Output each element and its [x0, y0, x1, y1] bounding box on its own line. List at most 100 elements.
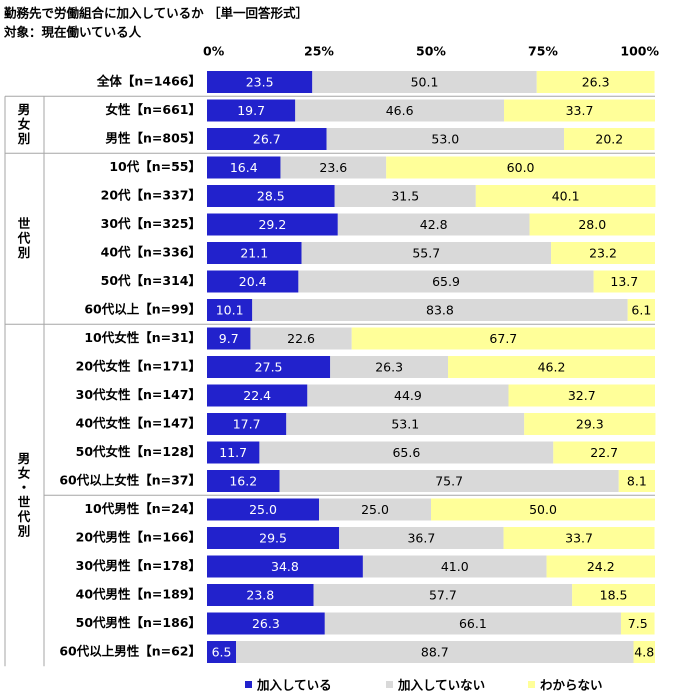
y-tick-label: 10代男性【n=24】 [84, 501, 201, 516]
x-tick-label: 100% [620, 44, 659, 59]
y-tick-label: 20代女性【n=171】 [76, 359, 201, 374]
chart-subtitle: 対象：現在働いている人 [3, 25, 142, 40]
bar-segment [564, 128, 655, 150]
data-label: 26.3 [252, 616, 280, 631]
data-label: 55.7 [412, 246, 440, 261]
data-label: 34.8 [271, 559, 299, 574]
data-label: 8.1 [627, 474, 647, 489]
y-tick-label: 30代男性【n=178】 [76, 558, 201, 573]
bar-segment [207, 384, 308, 407]
bar-segment [312, 71, 537, 93]
data-label: 21.1 [240, 246, 268, 261]
y-tick-label: 10代女性【n=31】 [84, 330, 201, 345]
bar-segment [279, 470, 619, 492]
bar-segment [207, 584, 314, 606]
data-label: 29.2 [258, 217, 286, 232]
x-tick-label: 25% [304, 44, 334, 59]
x-tick-label: 75% [528, 44, 558, 59]
data-label: 6.5 [212, 645, 232, 660]
bar-segment [330, 356, 449, 378]
data-label: 46.6 [386, 103, 414, 118]
data-label: 33.7 [565, 531, 593, 546]
group-label: 男女別 [16, 103, 31, 147]
data-label: 19.7 [237, 103, 265, 118]
x-tick-label: 50% [416, 44, 446, 59]
data-label: 23.5 [246, 75, 274, 90]
bar-segment [286, 413, 525, 435]
bar-segment [236, 641, 634, 663]
bar-segment [207, 242, 302, 264]
legend-swatch [528, 681, 535, 688]
data-label: 65.6 [392, 445, 420, 460]
bar-segment [524, 413, 656, 435]
legend-swatch [386, 681, 393, 688]
bar-segment [536, 71, 655, 93]
bar-segment [334, 185, 476, 207]
bar-segment [207, 213, 338, 236]
y-tick-label: 女性【n=661】 [106, 102, 201, 117]
data-label: 88.7 [421, 645, 449, 660]
bar-segment [207, 612, 325, 635]
data-label: 46.2 [538, 360, 566, 375]
bar-segment [301, 242, 552, 264]
data-label: 9.7 [219, 331, 239, 346]
data-label: 28.0 [578, 217, 606, 232]
bar-segment [618, 470, 655, 492]
data-label: 83.8 [426, 303, 454, 318]
data-label: 25.0 [249, 502, 277, 517]
bar-segment [633, 641, 655, 663]
bar-segment [386, 156, 655, 179]
data-label: 31.5 [391, 189, 419, 204]
chart-title: 勤務先で労働組合に加入しているか ［単一回答形式］ [4, 6, 308, 21]
data-label: 20.2 [595, 132, 623, 147]
bar-segment [546, 555, 655, 578]
data-label: 65.9 [432, 274, 460, 289]
y-tick-label: 60代以上女性【n=37】 [59, 473, 201, 488]
bar-segment [431, 498, 655, 521]
bar-segment [572, 584, 655, 606]
data-label: 53.0 [431, 132, 459, 147]
y-tick-label: 30代【n=325】 [101, 216, 201, 231]
group-label: 男女・世代別 [16, 452, 31, 539]
data-label: 36.7 [407, 531, 435, 546]
legend-label: 加入している [256, 678, 332, 693]
bar-segment [504, 99, 655, 122]
data-label: 22.4 [243, 388, 271, 403]
bar-segment [313, 584, 573, 606]
data-label: 17.7 [233, 417, 261, 432]
data-label: 41.0 [441, 559, 469, 574]
bar-segment [553, 441, 655, 464]
bar-segment [508, 384, 655, 407]
bar-segment [207, 71, 313, 93]
data-label: 26.3 [582, 75, 610, 90]
data-label: 66.1 [459, 616, 487, 631]
bar-segment [627, 299, 655, 321]
data-label: 18.5 [600, 588, 628, 603]
data-label: 57.7 [429, 588, 457, 603]
y-tick-label: 30代女性【n=147】 [76, 387, 201, 402]
data-label: 6.1 [631, 303, 651, 318]
data-label: 7.5 [628, 616, 648, 631]
bar-segment [324, 612, 621, 635]
y-tick-label: 60代以上【n=99】 [84, 302, 201, 317]
data-label: 10.1 [216, 303, 244, 318]
y-tick-label: 50代女性【n=128】 [76, 444, 201, 459]
data-label: 4.8 [634, 645, 654, 660]
bar-segment [252, 299, 628, 321]
bar-segment [250, 327, 352, 350]
bar-segment [280, 156, 387, 179]
bar-segment [259, 441, 554, 464]
data-label: 29.3 [576, 417, 604, 432]
bar-segment [339, 527, 504, 549]
data-label: 42.8 [420, 217, 448, 232]
bar-segment [551, 242, 655, 264]
bar-segment [295, 99, 505, 122]
data-label: 50.0 [529, 502, 557, 517]
data-label: 11.7 [219, 445, 247, 460]
data-label: 23.6 [319, 160, 347, 175]
data-label: 75.7 [435, 474, 463, 489]
bar-segment [351, 327, 655, 350]
bar-segment [207, 498, 319, 521]
data-label: 13.7 [610, 274, 638, 289]
bar-segment [207, 641, 237, 663]
